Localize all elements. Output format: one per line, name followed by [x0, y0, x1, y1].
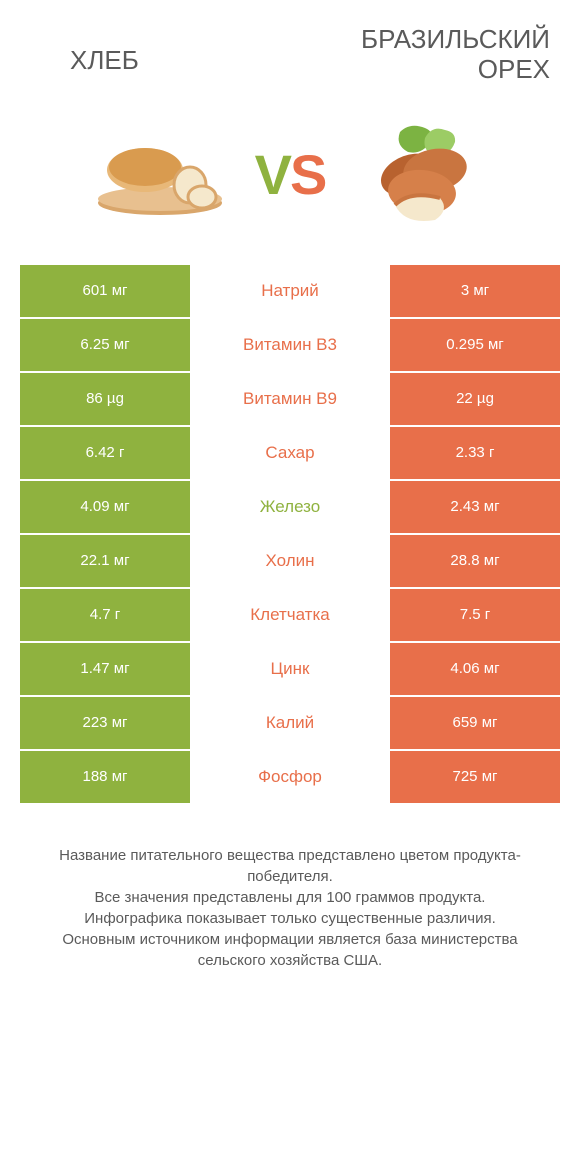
infographic-container: ХЛЕБ БРАЗИЛЬСКИЙОРЕХ VS: [0, 0, 580, 1174]
footer-line: Все значения представлены для 100 граммо…: [30, 887, 550, 908]
nutrient-label-cell: Холин: [190, 535, 390, 587]
vs-row: VS: [0, 95, 580, 265]
right-value-cell: 659 мг: [390, 697, 560, 749]
vs-v-letter: V: [255, 143, 290, 206]
right-food-title: БРАЗИЛЬСКИЙОРЕХ: [290, 25, 550, 85]
nutrient-label-cell: Железо: [190, 481, 390, 533]
left-value-cell: 22.1 мг: [20, 535, 190, 587]
footer-line: Название питательного вещества представл…: [30, 845, 550, 887]
table-row: 4.7 гКлетчатка7.5 г: [20, 589, 560, 641]
right-value-cell: 4.06 мг: [390, 643, 560, 695]
nutrient-label-cell: Клетчатка: [190, 589, 390, 641]
left-value-cell: 86 µg: [20, 373, 190, 425]
vs-label: VS: [255, 142, 326, 207]
nutrient-label-cell: Витамин B9: [190, 373, 390, 425]
table-row: 6.42 гСахар2.33 г: [20, 427, 560, 479]
nutrient-label-cell: Витамин B3: [190, 319, 390, 371]
footer-line: Основным источником информации является …: [30, 929, 550, 971]
left-value-cell: 1.47 мг: [20, 643, 190, 695]
left-value-cell: 601 мг: [20, 265, 190, 317]
nutrient-label-cell: Цинк: [190, 643, 390, 695]
left-value-cell: 4.7 г: [20, 589, 190, 641]
table-row: 6.25 мгВитамин B30.295 мг: [20, 319, 560, 371]
left-value-cell: 188 мг: [20, 751, 190, 803]
nutrient-label-cell: Калий: [190, 697, 390, 749]
table-row: 4.09 мгЖелезо2.43 мг: [20, 481, 560, 533]
brazil-nut-icon: [345, 115, 495, 235]
nutrient-label-cell: Сахар: [190, 427, 390, 479]
bread-icon: [85, 115, 235, 235]
table-row: 223 мгКалий659 мг: [20, 697, 560, 749]
right-value-cell: 3 мг: [390, 265, 560, 317]
right-value-cell: 725 мг: [390, 751, 560, 803]
right-value-cell: 2.43 мг: [390, 481, 560, 533]
comparison-table: 601 мгНатрий3 мг6.25 мгВитамин B30.295 м…: [0, 265, 580, 805]
nutrient-label-cell: Натрий: [190, 265, 390, 317]
right-value-cell: 28.8 мг: [390, 535, 560, 587]
footer-notes: Название питательного вещества представл…: [0, 805, 580, 991]
table-row: 601 мгНатрий3 мг: [20, 265, 560, 317]
table-row: 86 µgВитамин B922 µg: [20, 373, 560, 425]
table-row: 1.47 мгЦинк4.06 мг: [20, 643, 560, 695]
left-value-cell: 6.25 мг: [20, 319, 190, 371]
left-value-cell: 223 мг: [20, 697, 190, 749]
footer-line: Инфографика показывает только существенн…: [30, 908, 550, 929]
table-row: 22.1 мгХолин28.8 мг: [20, 535, 560, 587]
header: ХЛЕБ БРАЗИЛЬСКИЙОРЕХ: [0, 0, 580, 95]
vs-s-letter: S: [290, 143, 325, 206]
right-value-cell: 2.33 г: [390, 427, 560, 479]
right-value-cell: 0.295 мг: [390, 319, 560, 371]
left-food-title: ХЛЕБ: [30, 25, 290, 76]
nutrient-label-cell: Фосфор: [190, 751, 390, 803]
left-value-cell: 6.42 г: [20, 427, 190, 479]
table-row: 188 мгФосфор725 мг: [20, 751, 560, 803]
right-value-cell: 7.5 г: [390, 589, 560, 641]
left-value-cell: 4.09 мг: [20, 481, 190, 533]
right-value-cell: 22 µg: [390, 373, 560, 425]
